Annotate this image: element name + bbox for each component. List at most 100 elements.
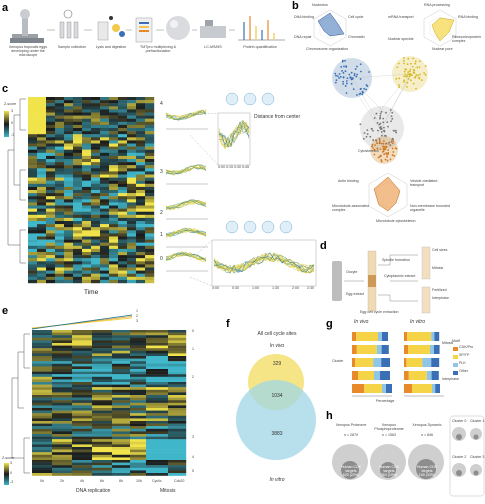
network-node bbox=[379, 114, 382, 117]
heatmap-e-cell bbox=[168, 434, 187, 437]
heatmap-c-cell bbox=[118, 214, 128, 219]
heatmap-e-cell bbox=[92, 374, 113, 377]
heatmap-c-cell bbox=[118, 131, 128, 135]
panel-g-bars: In vivo In vitro Percentage Cluster Moti… bbox=[332, 318, 485, 410]
heatmap-c-cell bbox=[64, 106, 74, 110]
heatmap-e-cell bbox=[112, 436, 131, 440]
heatmap-c-cell bbox=[136, 217, 146, 222]
heatmap-c-cell bbox=[28, 248, 38, 253]
heatmap-e-cell bbox=[32, 415, 53, 419]
heatmap-e-cell bbox=[130, 457, 147, 461]
e-cluster-5: 5 bbox=[192, 469, 194, 473]
heatmap-e-cell bbox=[130, 418, 147, 422]
heatmap-c-cell bbox=[127, 221, 137, 225]
heatmap-c-cell bbox=[73, 149, 83, 153]
heatmap-e-cell bbox=[130, 337, 147, 341]
heatmap-c-cell bbox=[28, 236, 38, 240]
network-node bbox=[362, 91, 364, 94]
heatmap-e-cell bbox=[72, 441, 93, 445]
heatmap-c-cell bbox=[55, 242, 65, 246]
heatmap-c-cell bbox=[46, 258, 56, 262]
heatmap-c-cell bbox=[37, 152, 47, 157]
heatmap-c-cell bbox=[145, 230, 155, 234]
heatmap-e-cell bbox=[32, 387, 53, 390]
profile-trace bbox=[165, 251, 207, 260]
heatmap-c-cell bbox=[109, 211, 119, 215]
heatmap-e-cell bbox=[52, 467, 73, 471]
h-col-2-title: Xenopus Dynamic bbox=[412, 423, 442, 427]
network-node bbox=[398, 77, 401, 80]
heatmap-c-cell bbox=[28, 124, 38, 129]
heatmap-e-cell bbox=[168, 374, 187, 377]
panel-label-b: b bbox=[292, 0, 299, 12]
heatmap-c-cell bbox=[82, 155, 92, 160]
heatmap-c-cell bbox=[73, 270, 83, 274]
heatmap-c-cell bbox=[46, 118, 56, 122]
heatmap-c-cell bbox=[91, 180, 101, 184]
heatmap-c-cell bbox=[64, 186, 74, 191]
heatmap-c-cell bbox=[82, 199, 92, 203]
network-node bbox=[380, 127, 383, 130]
network-node bbox=[416, 66, 419, 69]
heatmap-c-cell bbox=[73, 227, 83, 231]
heatmap-c-cell bbox=[136, 174, 146, 178]
heatmap-c-cell bbox=[100, 103, 110, 107]
heatmap-c-cell bbox=[64, 214, 74, 219]
heatmap-c-cell bbox=[46, 112, 56, 116]
heatmap-c-cell bbox=[28, 233, 38, 237]
heatmap-c-cell bbox=[91, 171, 101, 175]
g-bar-segment bbox=[356, 332, 378, 341]
network-node bbox=[354, 68, 357, 70]
heatmap-c-cell bbox=[91, 221, 101, 225]
heatmap-c-cell bbox=[109, 236, 119, 240]
g-legend-swatch bbox=[453, 371, 458, 375]
heatmap-c-cell bbox=[28, 121, 38, 126]
network-node bbox=[404, 68, 406, 71]
d-label-cellsizes: Cell sizes bbox=[432, 248, 448, 252]
heatmap-e-cell bbox=[130, 366, 147, 370]
heatmap-c-cell bbox=[82, 146, 92, 150]
profile-trace bbox=[165, 200, 207, 209]
heatmap-c-cell bbox=[127, 97, 137, 101]
heatmap-e-cell bbox=[130, 405, 147, 409]
network-node bbox=[408, 75, 411, 78]
network-node bbox=[415, 74, 418, 76]
heatmap-c-cell bbox=[118, 202, 128, 206]
heatmap-e-cell bbox=[130, 340, 147, 344]
heatmap-c-cell bbox=[82, 162, 92, 166]
heatmap-e-cell bbox=[72, 348, 93, 351]
heatmap-c-cell bbox=[55, 146, 65, 150]
heatmap-c-cell bbox=[28, 276, 38, 281]
heatmap-c-cell bbox=[73, 196, 83, 200]
heatmap-e-cell bbox=[92, 423, 113, 427]
heatmap-c-cell bbox=[127, 270, 137, 274]
heatmap-e-cell bbox=[112, 415, 131, 419]
network-node bbox=[387, 149, 389, 152]
heatmap-c-cell bbox=[37, 112, 47, 116]
heatmap-c-cell bbox=[46, 140, 56, 144]
heatmap-c-cell bbox=[109, 143, 119, 147]
heatmap-c-cell bbox=[64, 199, 74, 203]
heatmap-c-cell bbox=[64, 267, 74, 271]
heatmap-c-cell bbox=[145, 196, 155, 200]
heatmap-e-cell bbox=[112, 410, 131, 414]
network-node bbox=[369, 135, 372, 138]
heatmap-e-cell bbox=[52, 402, 73, 406]
heatmap-c-cell bbox=[64, 258, 74, 262]
heatmap-c-cell bbox=[73, 211, 83, 215]
heatmap-c-cell bbox=[100, 128, 110, 132]
heatmap-c-cell bbox=[145, 103, 155, 107]
heatmap-c-cell bbox=[46, 131, 56, 135]
heatmap-c-cell bbox=[73, 174, 83, 178]
heatmap-e-cell bbox=[92, 361, 113, 364]
heatmap-e-cell bbox=[72, 452, 93, 455]
heatmap-e-cell bbox=[146, 343, 169, 346]
heatmap-c-cell bbox=[46, 233, 56, 237]
heatmap-c-cell bbox=[28, 183, 38, 188]
e-line-legend-1: 1 bbox=[136, 309, 138, 313]
g-left-title: In vivo bbox=[354, 319, 369, 325]
heatmap-c-cell bbox=[109, 227, 119, 231]
heatmap-e-cell bbox=[146, 434, 169, 437]
network-node bbox=[353, 74, 356, 77]
heatmap-e-cell bbox=[52, 441, 73, 445]
